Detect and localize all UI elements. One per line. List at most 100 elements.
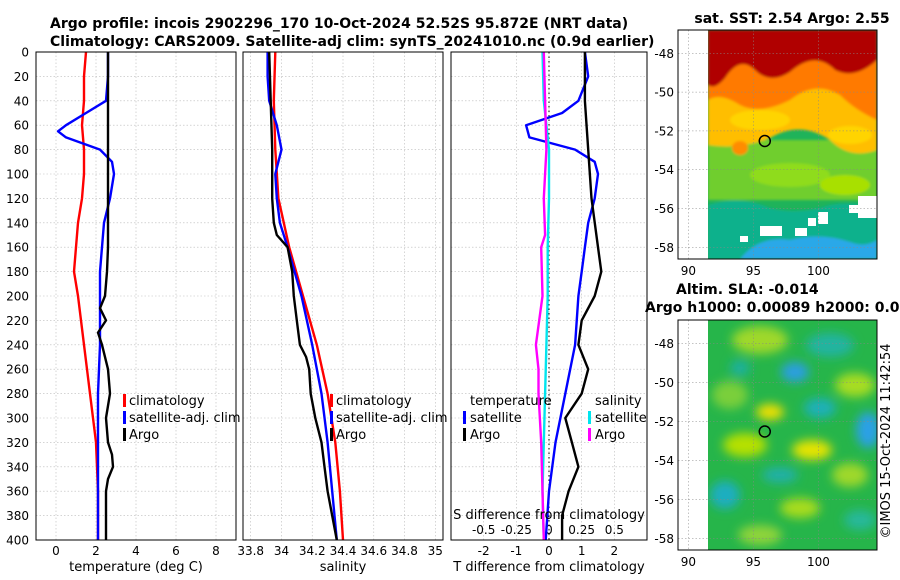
x-tick-label: 33.8: [237, 544, 264, 558]
y-tick-label: 100: [6, 168, 29, 182]
s-tick-label: 0: [545, 523, 553, 537]
map-y-tick-label: -50: [654, 86, 674, 100]
map-x-tick-label: 95: [746, 264, 761, 278]
sla-blob-3: [781, 362, 809, 382]
x-tick-label: 34.4: [330, 544, 357, 558]
sla-blob-1: [732, 326, 788, 354]
sla-map-title: Altim. SLA: -0.014: [676, 282, 819, 298]
series-line-climatology: [272, 51, 345, 541]
series-line-s-satellite: [541, 51, 551, 541]
map-y-tick-label: -50: [654, 376, 674, 390]
y-tick-label: 160: [6, 241, 29, 255]
sst-gap-3: [818, 212, 828, 224]
s-tick-label: 0.25: [568, 523, 595, 537]
difference-temperature-legend: temperature satellite Argo: [463, 394, 552, 443]
legend-label-s-satellite: satellite: [595, 411, 647, 426]
sla-blob-14: [780, 498, 820, 518]
sst-band-lightblue: [740, 236, 877, 259]
legend-label-s-argo: Argo: [595, 428, 625, 443]
y-tick-label: 320: [6, 436, 29, 450]
x-tick-label: 0: [545, 544, 553, 558]
y-tick-label: 340: [6, 460, 29, 474]
y-tick-label: 300: [6, 412, 29, 426]
y-tick-label: 80: [14, 143, 29, 157]
figure-title-line2: Climatology: CARS2009. Satellite-adj cli…: [50, 34, 654, 50]
sla-map-panel: Altim. SLA: -0.014 Argo h1000: 0.00089 h…: [645, 282, 900, 569]
map-y-tick-label: -56: [654, 202, 674, 216]
sst-blob-yellow-1: [730, 110, 790, 130]
legend-swatch-argo: [330, 428, 333, 441]
sst-gap-2: [849, 205, 861, 213]
x-tick-label: 8: [212, 544, 220, 558]
sla-blob-8: [856, 412, 877, 448]
y-tick-label: 280: [6, 387, 29, 401]
salinity-grid: [243, 51, 443, 541]
legend-swatch-t-satellite: [463, 411, 466, 424]
legend-label-satellite: satellite-adj. clim: [336, 411, 448, 426]
sst-map-panel: sat. SST: 2.54 Argo: 2.55: [654, 11, 889, 278]
series-line-argo: [268, 51, 338, 541]
sla-map-frame: [677, 319, 878, 551]
sst-color-blobs: [708, 30, 877, 259]
sla-map-y-tick-labels: -48 -50 -52 -54 -56 -58: [654, 337, 674, 546]
sla-blob-4: [835, 373, 875, 397]
map-y-tick-label: -54: [654, 163, 674, 177]
difference-panel: -2 -1 0 1 2 -0.5 -0.25 0 0.25 0.5 S difference f…: [450, 51, 648, 575]
sla-blob-2: [806, 333, 854, 357]
series-line-argo: [96, 52, 115, 540]
series-line-t-argo: [560, 52, 603, 540]
sst-map-frame: [677, 29, 878, 260]
legend-label-t-satellite: satellite: [470, 411, 522, 426]
map-y-tick-label: -56: [654, 493, 674, 507]
s-tick-label: -0.25: [501, 523, 532, 537]
x-tick-label: 34.8: [391, 544, 418, 558]
legend-label-argo: Argo: [336, 428, 366, 443]
x-tick-label: 34.2: [299, 544, 326, 558]
imos-credit: ©IMOS 15-Oct-2024 11:42:54: [879, 343, 894, 538]
temperature-panel: 0204060801001201401601802002202402602803…: [6, 46, 241, 576]
sla-map-field: [708, 320, 877, 550]
sst-blob-orange: [732, 141, 748, 155]
x-tick-label: -1: [510, 544, 522, 558]
map-x-tick-label: 90: [681, 264, 696, 278]
sst-missing-data: [740, 196, 877, 242]
sla-blob-11: [762, 467, 798, 483]
y-tick-label: 360: [6, 485, 29, 499]
sst-gap-5: [760, 226, 782, 236]
figure-title-line1: Argo profile: incois 2902296_170 10-Oct-…: [50, 16, 628, 32]
sst-band-darkred: [708, 30, 877, 87]
x-tick-label: 0: [52, 544, 60, 558]
y-tick-label: 260: [6, 363, 29, 377]
sla-blob-16: [738, 525, 782, 545]
legend-label-satellite: satellite-adj. clim: [129, 411, 241, 426]
sst-argo-location-marker: [758, 134, 772, 148]
series-line-t-satellite: [524, 51, 600, 541]
series-line-climatology: [72, 51, 100, 540]
legend-swatch-s-argo: [588, 428, 591, 441]
s-tick-label: 0.5: [605, 523, 624, 537]
y-tick-label: 40: [14, 94, 29, 108]
map-y-tick-label: -58: [654, 532, 674, 546]
difference-series: [524, 51, 603, 541]
salinity-series: [266, 51, 345, 541]
sst-gap-7: [740, 236, 748, 242]
t-difference-x-axis-label: T difference from climatology: [452, 560, 645, 575]
sst-map-field: [708, 30, 877, 259]
sla-blob-7: [756, 404, 784, 420]
temperature-x-tick-labels: 0 2 4 6 8: [52, 544, 220, 558]
temperature-y-tick-labels: 0 20 40 60 80 100 120 140 160 180 200 220 240 260 280 3…: [6, 46, 29, 548]
sla-map-grid: [678, 320, 877, 550]
salinity-legend: climatology satellite-adj. clim Argo: [330, 394, 448, 443]
map-y-tick-label: -48: [654, 47, 674, 61]
series-line-s-argo: [534, 51, 548, 541]
x-tick-label: 2: [611, 544, 619, 558]
legend-swatch-t-argo: [463, 428, 466, 441]
s-difference-label: S difference from climatology: [453, 508, 645, 523]
sla-blob-12: [832, 463, 868, 487]
x-tick-label: 35: [428, 544, 443, 558]
legend-label-climatology: climatology: [336, 394, 412, 409]
y-tick-label: 180: [6, 265, 29, 279]
x-tick-label: 6: [172, 544, 180, 558]
s-tick-label: -0.5: [472, 523, 495, 537]
sla-color-blobs: [710, 326, 877, 545]
